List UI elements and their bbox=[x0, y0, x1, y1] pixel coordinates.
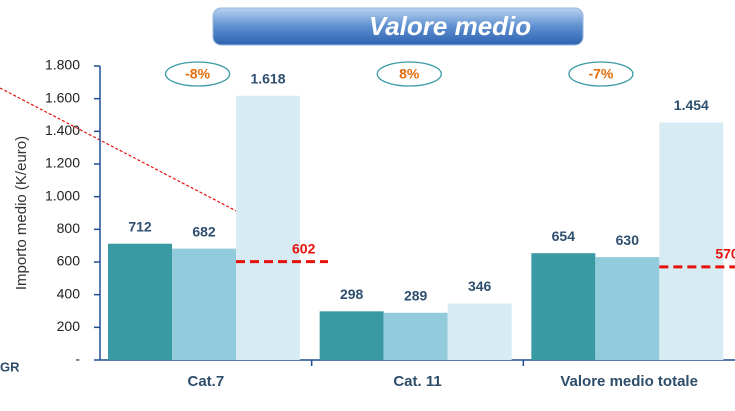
y-tick-label: 1.800 bbox=[45, 57, 80, 73]
change-oval bbox=[376, 61, 442, 87]
bar bbox=[172, 248, 236, 360]
value-label: 712 bbox=[128, 218, 152, 234]
change-oval bbox=[568, 61, 634, 87]
change-label: -8% bbox=[185, 66, 210, 82]
y-tick-label: 1.200 bbox=[45, 155, 80, 171]
bar bbox=[659, 122, 724, 360]
x-tick-label: Cat. 11 bbox=[393, 373, 442, 390]
y-axis-label: Importo medio (K/euro) bbox=[13, 136, 30, 290]
bar bbox=[531, 253, 596, 360]
side-label: GR bbox=[0, 359, 20, 374]
title-banner bbox=[212, 7, 584, 46]
x-tick-label: Valore medio totale bbox=[560, 373, 698, 390]
value-label: 289 bbox=[404, 287, 428, 303]
y-tick-label: 1.000 bbox=[45, 187, 80, 203]
value-label: 1.618 bbox=[250, 70, 285, 86]
bar bbox=[447, 303, 512, 360]
value-label: 682 bbox=[192, 223, 216, 239]
y-tick-label: 400 bbox=[57, 285, 81, 301]
x-tick-label: Cat.7 bbox=[187, 373, 225, 390]
bar bbox=[108, 243, 172, 360]
change-oval bbox=[164, 61, 231, 87]
bar bbox=[319, 311, 384, 360]
target-label: 570 bbox=[715, 246, 735, 262]
target-label: 602 bbox=[292, 240, 316, 256]
value-label: 298 bbox=[340, 286, 364, 302]
y-tick-label: 200 bbox=[57, 318, 81, 334]
change-label: 8% bbox=[399, 66, 420, 82]
bar bbox=[383, 312, 448, 360]
bar bbox=[236, 95, 300, 360]
y-tick-label: 1.600 bbox=[45, 89, 80, 105]
y-tick-label: 600 bbox=[57, 253, 81, 269]
chart-title: Valore medio bbox=[369, 11, 531, 41]
y-tick-label: - bbox=[75, 351, 80, 367]
change-label: -7% bbox=[588, 66, 613, 82]
y-tick-label: 800 bbox=[57, 220, 81, 236]
value-label: 346 bbox=[468, 278, 492, 294]
value-label: 654 bbox=[552, 228, 576, 244]
y-tick-label: 1.400 bbox=[45, 122, 80, 138]
bar bbox=[595, 257, 660, 360]
value-label: 630 bbox=[616, 232, 640, 248]
value-label: 1.454 bbox=[674, 97, 709, 113]
